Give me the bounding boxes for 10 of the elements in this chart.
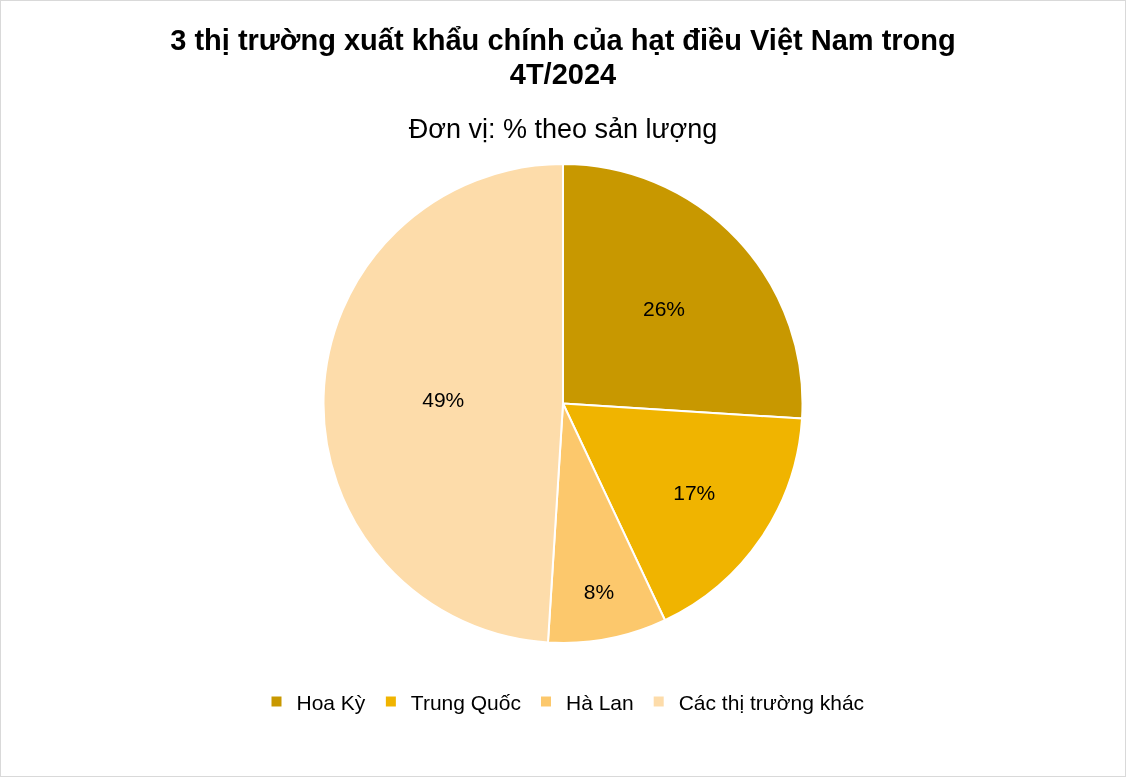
chart-subtitle: Đơn vị: % theo sản lượng bbox=[407, 114, 719, 145]
data-label: 8% bbox=[583, 580, 615, 604]
legend-label: Hà Lan bbox=[565, 690, 634, 714]
legend-label: Hoa Kỳ bbox=[296, 690, 366, 714]
data-label: 49% bbox=[422, 388, 465, 412]
legend-label: Trung Quốc bbox=[410, 690, 521, 714]
data-label: 17% bbox=[673, 481, 716, 505]
chart-title: 3 thị trường xuất khẩu chính của hạt điều Việt Nam trong 4T/2024 bbox=[169, 23, 957, 91]
legend-label: Các thị trường khác bbox=[678, 690, 865, 714]
data-label: 26% bbox=[642, 297, 685, 321]
